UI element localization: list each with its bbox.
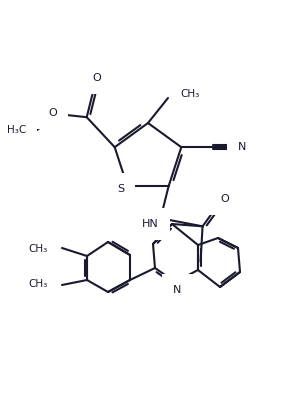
Text: O: O [220,194,229,204]
Text: N: N [238,142,246,152]
Text: O: O [48,108,57,118]
Text: H₃C: H₃C [7,125,27,135]
Text: CH₃: CH₃ [29,244,48,254]
Text: N: N [173,285,181,295]
Text: CH₃: CH₃ [180,89,199,99]
Text: HN: HN [142,219,159,229]
Text: O: O [92,73,101,83]
Text: CH₃: CH₃ [29,279,48,289]
Text: S: S [117,184,124,194]
